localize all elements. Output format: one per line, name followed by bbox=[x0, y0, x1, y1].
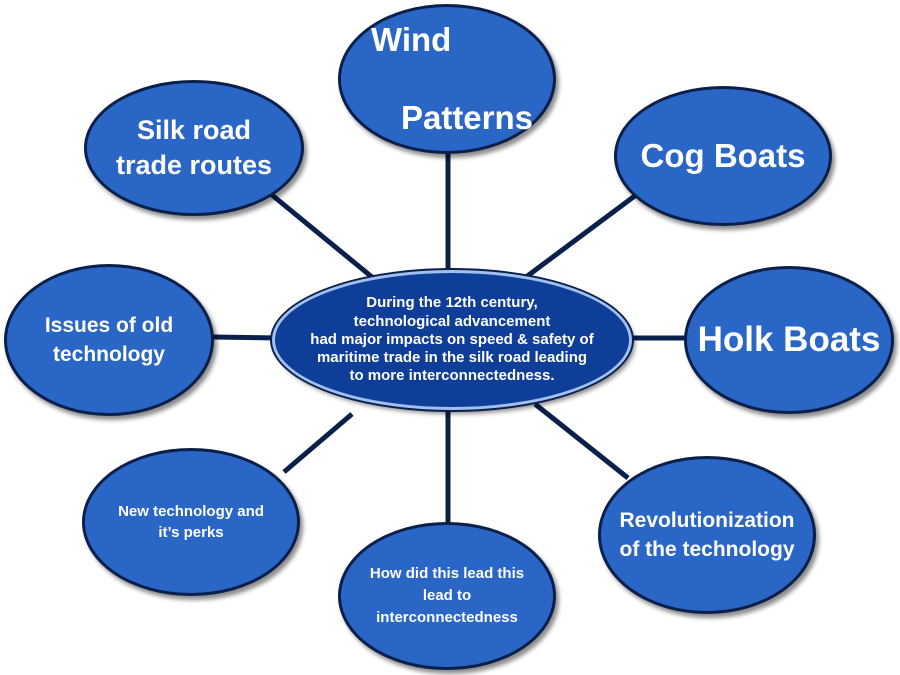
cog-boats-label: Cog Boats bbox=[640, 137, 806, 174]
issues-of-old-technology-label: Issues of old technology bbox=[44, 313, 174, 366]
wind-patterns-node: Wind Patterns bbox=[338, 4, 556, 154]
revolutionization-node: Revolutionization of the technology bbox=[598, 456, 816, 614]
holk-boats-node: Holk Boats bbox=[684, 266, 894, 414]
silk-road-node: Silk road trade routes bbox=[84, 80, 304, 216]
new-technology-node: New technology and it’s perks bbox=[82, 448, 300, 596]
issues-of-old-technology-node: Issues of old technology bbox=[4, 264, 214, 416]
wind-patterns-line1: Wind bbox=[370, 21, 452, 59]
revolutionization-label: Revolutionization of the technology bbox=[619, 508, 795, 561]
silk-road-label: Silk road trade routes bbox=[115, 114, 273, 180]
cog-boats-node: Cog Boats bbox=[614, 86, 832, 226]
connector-silk-road bbox=[270, 193, 380, 284]
how-did-this-lead-label: How did this lead this lead to interconn… bbox=[369, 565, 525, 626]
new-technology-label: New technology and it’s perks bbox=[118, 503, 264, 541]
wind-patterns-line2: Patterns bbox=[400, 99, 534, 136]
connector-issues bbox=[212, 334, 281, 341]
how-did-this-lead-node: How did this lead this lead to interconn… bbox=[338, 522, 556, 670]
holk-boats-label: Holk Boats bbox=[697, 320, 881, 359]
central-idea-node: During the 12th century, technological a… bbox=[272, 270, 632, 410]
connector-new-tech bbox=[282, 412, 354, 474]
connector-cog-boats bbox=[520, 189, 642, 283]
connector-revolution bbox=[533, 402, 630, 480]
central-idea-text: During the 12th century, technological a… bbox=[310, 294, 594, 385]
